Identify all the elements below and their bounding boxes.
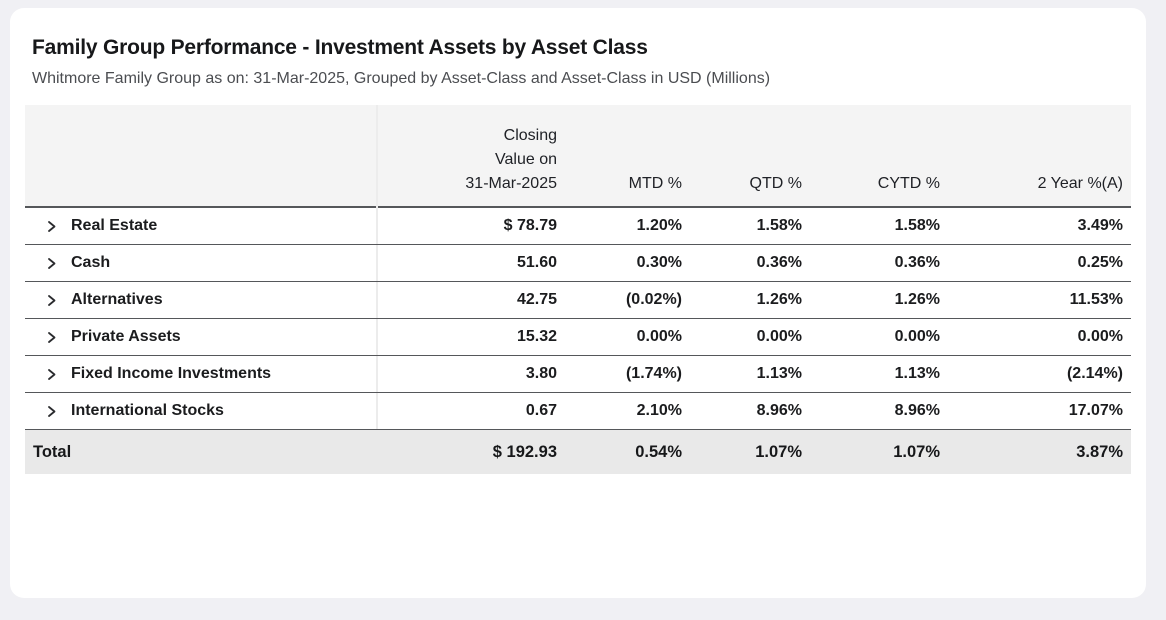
row-label: Cash <box>71 254 111 271</box>
cell-closing-value: 3.80 <box>525 365 557 382</box>
cell-qtd: 1.13% <box>756 365 802 382</box>
chevron-right-icon[interactable] <box>45 368 58 381</box>
asset-class-cell: Real Estate <box>25 208 378 244</box>
cell-cytd: 1.26% <box>894 291 940 308</box>
cell-qtd: 0.36% <box>756 254 802 271</box>
cell-closing-value: 0.67 <box>525 402 557 419</box>
table-row[interactable]: Fixed Income Investments 3.80 (1.74%) 1.… <box>25 356 1131 393</box>
cell-mtd: 0.30% <box>636 254 682 271</box>
row-label: Alternatives <box>71 291 163 308</box>
column-header-closing-value: Closing Value on 31-Mar-2025 <box>465 127 557 192</box>
column-header-asset-class <box>25 105 378 208</box>
row-label: Private Assets <box>71 328 181 345</box>
table-body: Real Estate $ 78.79 1.20% 1.58% 1.58% 3.… <box>25 208 1131 430</box>
chevron-right-icon[interactable] <box>45 331 58 344</box>
row-label: International Stocks <box>71 402 224 419</box>
table-row[interactable]: Alternatives 42.75 (0.02%) 1.26% 1.26% 1… <box>25 282 1131 319</box>
cell-mtd: (0.02%) <box>625 291 682 308</box>
total-closing-value: $ 192.93 <box>492 442 557 461</box>
asset-class-cell: Fixed Income Investments <box>25 356 378 392</box>
total-mtd: 0.54% <box>635 442 682 461</box>
asset-class-cell: Alternatives <box>25 282 378 318</box>
cell-2year: 0.00% <box>1077 328 1123 345</box>
cell-mtd: 2.10% <box>636 402 682 419</box>
column-header-cytd: CYTD % <box>877 175 940 192</box>
cell-cytd: 1.58% <box>894 217 940 234</box>
chevron-right-icon[interactable] <box>45 257 58 270</box>
chevron-right-icon[interactable] <box>45 405 58 418</box>
table-row[interactable]: Cash 51.60 0.30% 0.36% 0.36% 0.25% <box>25 245 1131 282</box>
cell-closing-value: $ 78.79 <box>503 217 557 234</box>
total-label: Total <box>33 442 72 461</box>
cell-2year: 0.25% <box>1077 254 1123 271</box>
cell-2year: 11.53% <box>1069 291 1123 308</box>
cell-qtd: 1.26% <box>756 291 802 308</box>
cell-cytd: 8.96% <box>894 402 940 419</box>
chevron-right-icon[interactable] <box>45 294 58 307</box>
cell-cytd: 0.00% <box>894 328 940 345</box>
cell-qtd: 8.96% <box>756 402 802 419</box>
report-card: Family Group Performance - Investment As… <box>10 8 1146 598</box>
table-row[interactable]: Private Assets 15.32 0.00% 0.00% 0.00% 0… <box>25 319 1131 356</box>
page-subtitle: Whitmore Family Group as on: 31-Mar-2025… <box>32 70 771 87</box>
total-qtd: 1.07% <box>755 442 802 461</box>
table-row[interactable]: Real Estate $ 78.79 1.20% 1.58% 1.58% 3.… <box>25 208 1131 245</box>
column-header-mtd: MTD % <box>628 175 682 192</box>
total-cytd: 1.07% <box>893 442 940 461</box>
cell-2year: 3.49% <box>1077 217 1123 234</box>
column-header-2year: 2 Year %(A) <box>1037 175 1123 192</box>
cell-mtd: (1.74%) <box>625 365 682 382</box>
cell-mtd: 0.00% <box>636 328 682 345</box>
asset-class-cell: Cash <box>25 245 378 281</box>
total-2year: 3.87% <box>1076 442 1123 461</box>
cell-2year: (2.14%) <box>1066 365 1123 382</box>
cell-closing-value: 51.60 <box>516 254 557 271</box>
asset-class-cell: Private Assets <box>25 319 378 355</box>
cell-closing-value: 42.75 <box>516 291 557 308</box>
chevron-right-icon[interactable] <box>45 220 58 233</box>
asset-class-cell: International Stocks <box>25 393 378 429</box>
table-row[interactable]: International Stocks 0.67 2.10% 8.96% 8.… <box>25 393 1131 430</box>
table-header-row: Closing Value on 31-Mar-2025 MTD % QTD %… <box>25 105 1131 208</box>
cell-qtd: 1.58% <box>756 217 802 234</box>
cell-mtd: 1.20% <box>636 217 682 234</box>
page-title: Family Group Performance - Investment As… <box>32 36 648 59</box>
report-header: Family Group Performance - Investment As… <box>10 8 1146 91</box>
cell-2year: 17.07% <box>1068 402 1123 419</box>
row-label: Real Estate <box>71 217 158 234</box>
performance-table: Closing Value on 31-Mar-2025 MTD % QTD %… <box>25 105 1131 474</box>
cell-cytd: 0.36% <box>894 254 940 271</box>
row-label: Fixed Income Investments <box>71 365 272 382</box>
total-row: Total $ 192.93 0.54% 1.07% 1.07% 3.87% <box>25 430 1131 474</box>
cell-qtd: 0.00% <box>756 328 802 345</box>
cell-cytd: 1.13% <box>894 365 940 382</box>
column-header-qtd: QTD % <box>749 175 802 192</box>
cell-closing-value: 15.32 <box>516 328 557 345</box>
